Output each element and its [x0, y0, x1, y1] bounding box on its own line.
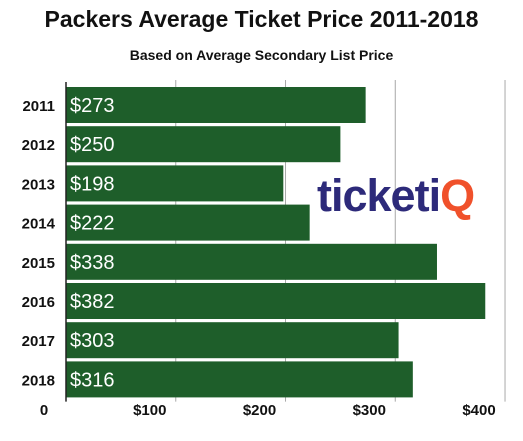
- bar-label-2018: $316: [70, 369, 115, 391]
- logo-text: ticket: [317, 170, 430, 221]
- x-tick-label-3: $300: [353, 402, 386, 419]
- bar-2017: [66, 322, 399, 359]
- category-label-2012: 2012: [22, 137, 55, 154]
- bar-label-2014: $222: [70, 213, 115, 235]
- category-label-2016: 2016: [22, 294, 55, 311]
- bar-label-2011: $273: [70, 95, 115, 117]
- bar-2013: [66, 165, 284, 202]
- category-label-2015: 2015: [22, 255, 55, 272]
- bar-2014: [66, 204, 310, 241]
- category-label-2011: 2011: [22, 98, 55, 115]
- bar-2016: [66, 283, 486, 319]
- category-label-2013: 2013: [22, 176, 55, 193]
- bar-2018: [66, 361, 413, 398]
- bar-2011: [66, 87, 366, 123]
- bar-label-2017: $303: [70, 330, 115, 352]
- bar-label-2012: $250: [70, 134, 115, 156]
- x-tick-label-1: $100: [133, 402, 166, 419]
- bar-label-2016: $382: [70, 291, 115, 313]
- category-label-2017: 2017: [22, 333, 55, 350]
- logo-text-i: i: [428, 170, 441, 221]
- chart-subtitle: Based on Average Secondary List Price: [129, 47, 394, 63]
- ticketiq-logo: ticketiQ: [317, 170, 475, 222]
- category-label-2014: 2014: [22, 216, 56, 233]
- chart-title: Packers Average Ticket Price 2011-2018: [44, 6, 479, 32]
- bar-label-2013: $198: [70, 173, 115, 195]
- category-label-2018: 2018: [22, 372, 55, 389]
- x-tick-label-2: $200: [243, 402, 276, 419]
- bar-2015: [66, 243, 437, 280]
- x-tick-label-4: $400: [462, 402, 495, 419]
- logo-text-q: Q: [440, 170, 475, 221]
- x-tick-label-0: 0: [40, 402, 48, 419]
- bar-2012: [66, 126, 341, 163]
- bar-label-2015: $338: [70, 252, 115, 274]
